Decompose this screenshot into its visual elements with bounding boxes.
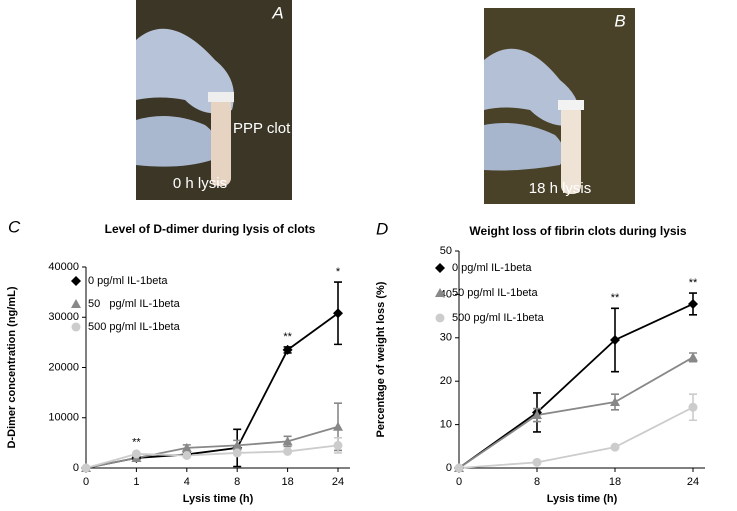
- marker: [181, 442, 192, 452]
- legend-label: 50 pg/ml IL-1beta: [88, 298, 181, 310]
- photo-label: 0 h lysis: [173, 175, 227, 192]
- series-line: [458, 406, 694, 469]
- y-tick-label: 10000: [48, 412, 79, 424]
- marker: [232, 448, 242, 458]
- series-line: [85, 425, 339, 469]
- marker: [532, 457, 542, 467]
- photo-letter: B: [614, 11, 625, 30]
- marker: [81, 463, 91, 473]
- marker: [688, 298, 698, 309]
- x-axis-label: Lysis time (h): [183, 493, 254, 505]
- y-tick-label: 0: [446, 462, 452, 474]
- y-tick-label: 30000: [48, 311, 79, 323]
- marker: [283, 446, 293, 456]
- y-tick-label: 0: [73, 462, 79, 474]
- marker: [454, 463, 464, 473]
- marker: [532, 410, 542, 420]
- annotation: **: [132, 436, 141, 448]
- marker: [688, 352, 698, 362]
- marker: [688, 402, 698, 412]
- legend-label: 500 pg/ml IL-1beta: [452, 312, 545, 324]
- y-tick-label: 50: [440, 245, 452, 257]
- annotation: *: [336, 266, 341, 278]
- photo-label: 18 h lysis: [529, 180, 592, 197]
- y-tick-label: 20000: [48, 361, 79, 373]
- legend-label: 50 pg/ml IL-1beta: [452, 287, 538, 299]
- series-line: [85, 312, 339, 469]
- x-tick-label: 0: [456, 476, 462, 488]
- panel-label: C: [8, 217, 21, 236]
- y-tick-label: 40000: [48, 261, 79, 273]
- y-tick-label: 40: [440, 288, 452, 300]
- series-line: [458, 303, 694, 469]
- marker: [131, 449, 141, 459]
- annotation: **: [283, 331, 292, 343]
- x-axis-label: Lysis time (h): [547, 493, 618, 505]
- x-tick-label: 18: [609, 476, 621, 488]
- legend-marker: [71, 322, 81, 332]
- legend-marker: [435, 313, 445, 323]
- legend-marker: [435, 288, 445, 297]
- photo-label: PPP clot: [233, 120, 291, 137]
- marker: [610, 397, 620, 407]
- chart-title: Level of D-dimer during lysis of clots: [105, 222, 316, 236]
- marker: [610, 442, 620, 452]
- legend-marker: [71, 276, 81, 286]
- marker: [182, 450, 192, 460]
- x-tick-label: 1: [133, 476, 139, 488]
- x-tick-label: 0: [83, 476, 89, 488]
- series-line: [85, 444, 339, 469]
- x-tick-label: 18: [281, 476, 293, 488]
- y-tick-label: 20: [440, 375, 452, 387]
- panel-label: D: [376, 219, 388, 238]
- y-tick-label: 30: [440, 332, 452, 344]
- photo-b: [484, 8, 635, 204]
- legend-label: 500 pg/ml IL-1beta: [88, 321, 181, 333]
- x-tick-label: 24: [332, 476, 344, 488]
- x-tick-label: 24: [687, 476, 699, 488]
- marker: [282, 436, 293, 446]
- x-tick-label: 8: [234, 476, 240, 488]
- photo-letter: A: [271, 3, 283, 22]
- marker: [333, 440, 343, 450]
- marker: [333, 421, 343, 431]
- photo-a: [136, 0, 292, 200]
- y-axis-label: Percentage of weight loss (%): [375, 281, 387, 437]
- y-tick-label: 10: [440, 419, 452, 431]
- series-line: [458, 356, 694, 469]
- x-tick-label: 8: [534, 476, 540, 488]
- legend-label: 0 pg/ml IL-1beta: [452, 262, 532, 274]
- marker: [282, 344, 293, 355]
- marker: [232, 440, 243, 450]
- chart-title: Weight loss of fibrin clots during lysis: [469, 224, 686, 238]
- annotation: **: [689, 277, 698, 289]
- legend-marker: [435, 263, 445, 273]
- y-axis-label: D-Dimer concentration (ng/mL): [6, 286, 18, 448]
- marker: [333, 308, 343, 319]
- annotation: **: [611, 292, 620, 304]
- legend-label: 0 pg/ml IL-1beta: [88, 275, 168, 287]
- marker: [610, 334, 620, 345]
- legend-marker: [71, 299, 81, 308]
- x-tick-label: 4: [184, 476, 190, 488]
